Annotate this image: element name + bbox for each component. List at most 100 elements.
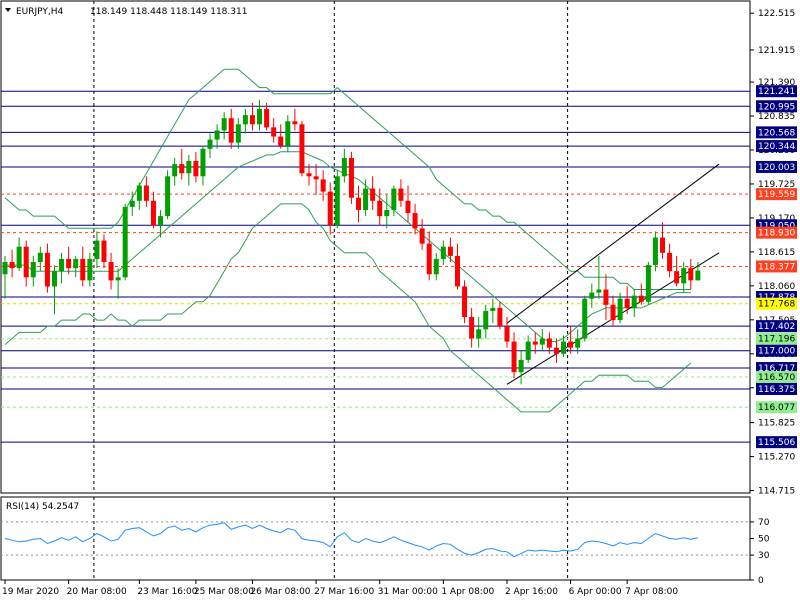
price-level-tag: 119.559 xyxy=(756,188,797,201)
candle xyxy=(278,124,284,149)
candle-body xyxy=(44,252,50,287)
price-tick-label: 121.390 xyxy=(758,78,795,88)
price-tag-text: 117.000 xyxy=(758,347,795,357)
candle-body xyxy=(348,157,354,198)
candle xyxy=(59,252,65,284)
candle xyxy=(624,286,630,315)
candle xyxy=(179,148,185,180)
candle-body xyxy=(469,317,475,339)
candle-body xyxy=(589,292,595,299)
candle xyxy=(235,118,241,149)
candle-body xyxy=(582,298,588,339)
rsi-line xyxy=(4,522,699,558)
price-tick-label: 122.515 xyxy=(758,9,795,19)
price-tag-text: 116.570 xyxy=(758,373,795,383)
price-level-tag: 120.568 xyxy=(756,126,797,139)
candle xyxy=(539,329,545,351)
candle xyxy=(214,124,220,149)
candle-body xyxy=(158,216,164,226)
candle xyxy=(80,246,86,287)
price-tag-bg xyxy=(756,160,797,173)
candle xyxy=(186,154,192,186)
candle-body xyxy=(561,341,567,354)
price-tag-bg xyxy=(756,188,797,201)
candle-body xyxy=(16,246,22,269)
symbol-label: EURJPY,H4 xyxy=(16,7,64,17)
price-tick-label: 115.270 xyxy=(758,453,795,463)
candle-body xyxy=(695,270,701,281)
candle-body xyxy=(462,286,468,318)
candle xyxy=(440,240,446,266)
trend-channel-line[interactable] xyxy=(506,163,720,324)
candle-body xyxy=(299,124,305,174)
candle-body xyxy=(9,261,15,269)
candle xyxy=(242,109,248,134)
candle-body xyxy=(108,261,114,281)
price-level-tag: 117.196 xyxy=(756,332,797,345)
price-level-tag: 116.375 xyxy=(756,382,797,395)
candle-body xyxy=(631,295,637,308)
price-tag-text: 118.377 xyxy=(758,262,795,272)
candle-body xyxy=(327,191,333,226)
price-tick-label: 119.170 xyxy=(758,214,795,224)
candle xyxy=(483,304,489,339)
price-level-tag: 121.241 xyxy=(756,85,797,98)
candle xyxy=(638,283,644,305)
candle-body xyxy=(341,157,347,177)
candle xyxy=(16,237,22,272)
candle-body xyxy=(603,289,609,305)
price-tag-bg xyxy=(756,260,797,273)
candle-body xyxy=(688,268,694,281)
candle xyxy=(476,317,482,348)
price-tag-text: 117.402 xyxy=(758,322,795,332)
candle-body xyxy=(476,329,482,339)
candle xyxy=(674,255,680,287)
candle xyxy=(405,185,411,223)
candle xyxy=(688,258,694,290)
price-tick-label: 119.725 xyxy=(758,180,795,190)
candle-body xyxy=(511,341,517,373)
candle xyxy=(228,109,234,149)
candle xyxy=(681,261,687,293)
price-tag-text: 118.930 xyxy=(758,229,795,239)
candle-body xyxy=(553,347,559,354)
candle xyxy=(257,99,263,131)
candle-body xyxy=(200,148,206,177)
candle-body xyxy=(193,161,199,177)
price-tag-text: 120.995 xyxy=(758,102,795,112)
candle-body xyxy=(313,176,319,180)
candle-body xyxy=(59,258,65,272)
price-tick-label: 115.825 xyxy=(758,419,795,429)
candle-body xyxy=(242,115,248,125)
price-level-tag: 120.003 xyxy=(756,160,797,173)
candle-body xyxy=(150,200,156,226)
price-tag-bg xyxy=(756,226,797,239)
candle xyxy=(143,176,149,207)
time-tick-label: 26 Mar 08:00 xyxy=(250,587,310,597)
candle xyxy=(207,133,213,158)
candle xyxy=(327,182,333,235)
candle xyxy=(313,164,319,195)
price-level-tag: 118.377 xyxy=(756,260,797,273)
candle-body xyxy=(674,271,680,284)
time-tick-label: 1 Apr 08:00 xyxy=(441,587,494,597)
price-level-tag: 117.402 xyxy=(756,320,797,333)
candle-body xyxy=(667,252,673,272)
candle-body xyxy=(165,176,171,217)
candle xyxy=(320,170,326,201)
candle xyxy=(370,176,376,210)
candle xyxy=(306,164,312,186)
dropdown-triangle-icon[interactable] xyxy=(5,8,11,12)
time-tick-label: 19 Mar 2020 xyxy=(2,587,59,597)
candle-body xyxy=(320,179,326,192)
candle xyxy=(94,231,100,269)
price-level-tag: 117.768 xyxy=(756,297,797,310)
candle xyxy=(582,295,588,342)
candle xyxy=(511,332,517,379)
price-tag-bg xyxy=(756,140,797,153)
candle xyxy=(172,157,178,186)
price-tag-text: 119.559 xyxy=(758,190,795,200)
rsi-tick-label: 0 xyxy=(758,576,764,586)
candle xyxy=(447,237,453,262)
